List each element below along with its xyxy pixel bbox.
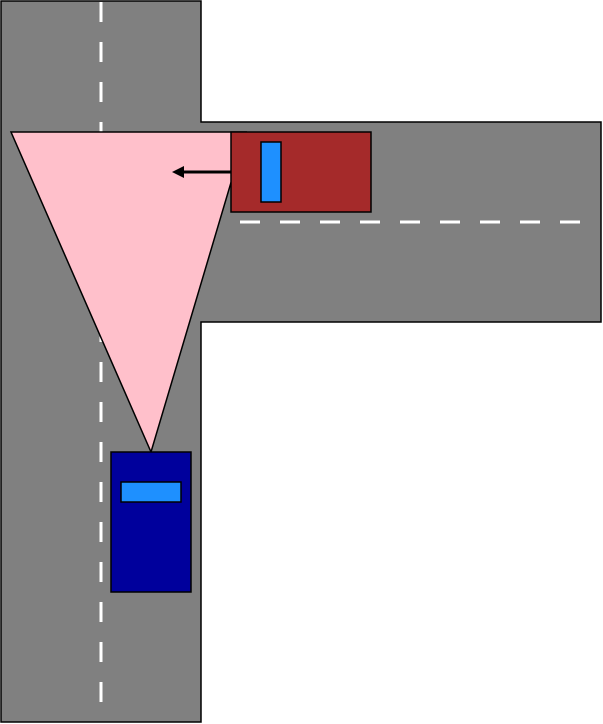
- red-car-body: [230, 131, 372, 213]
- blue-car-windshield: [120, 481, 182, 503]
- motion-arrow: [172, 166, 231, 178]
- arrow-head: [172, 166, 184, 178]
- field-of-view-cone: [9, 131, 248, 455]
- red-car-windshield: [260, 141, 282, 203]
- blue-car-body: [110, 451, 192, 593]
- blue-car: [110, 451, 192, 593]
- red-car: [230, 131, 372, 213]
